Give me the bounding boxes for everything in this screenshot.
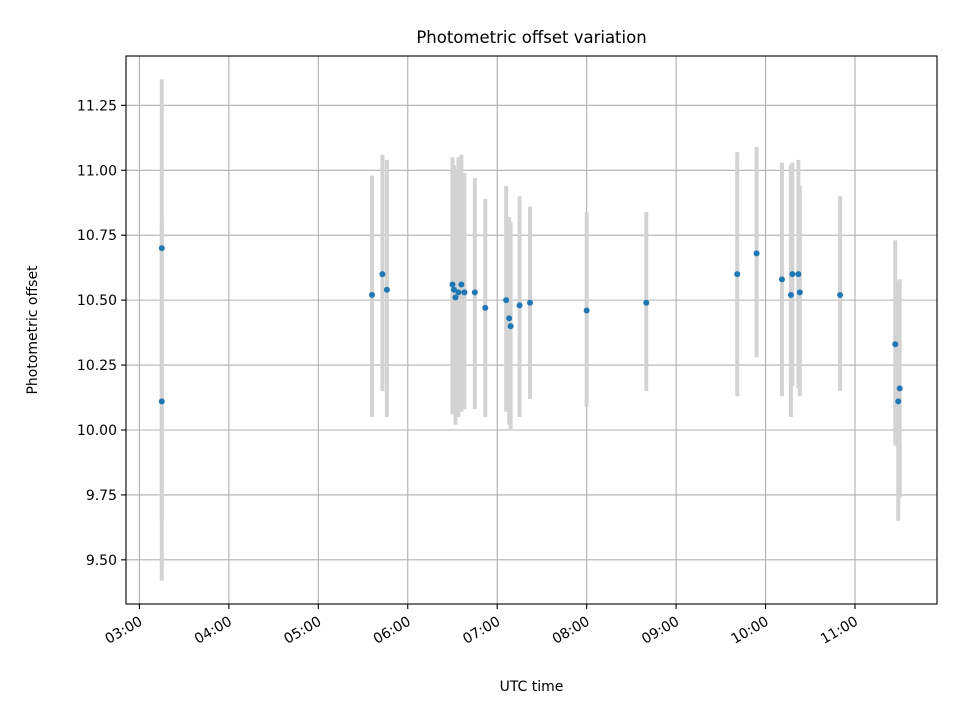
- data-point: [506, 315, 513, 322]
- data-point: [837, 291, 844, 298]
- data-point: [778, 276, 785, 283]
- data-point: [507, 323, 514, 330]
- data-point: [892, 341, 899, 348]
- data-point: [383, 286, 390, 293]
- y-tick-label: 9.50: [86, 553, 117, 569]
- chart-title: Photometric offset variation: [416, 28, 646, 47]
- data-point: [461, 289, 468, 296]
- data-point: [482, 304, 489, 311]
- data-point: [452, 294, 459, 301]
- y-tick-label: 10.00: [77, 423, 117, 439]
- data-point: [896, 385, 903, 392]
- y-tick-label: 10.25: [77, 358, 117, 374]
- data-point: [787, 291, 794, 298]
- data-point: [158, 245, 165, 252]
- data-point: [458, 281, 465, 288]
- data-point: [455, 289, 462, 296]
- y-tick-label: 11.00: [77, 163, 117, 179]
- data-point: [503, 297, 510, 304]
- y-tick-label: 11.25: [77, 98, 117, 114]
- data-point: [753, 250, 760, 257]
- data-point: [789, 271, 796, 278]
- data-point: [895, 398, 902, 405]
- data-point: [795, 271, 802, 278]
- y-tick-label: 10.50: [77, 293, 117, 309]
- data-point: [449, 281, 456, 288]
- data-point: [734, 271, 741, 278]
- y-axis-label: Photometric offset: [25, 265, 41, 395]
- y-tick-label: 10.75: [77, 228, 117, 244]
- data-point: [643, 299, 650, 306]
- y-tick-label: 9.75: [86, 488, 117, 504]
- data-point: [158, 398, 165, 405]
- data-point: [450, 286, 457, 293]
- x-axis-label: UTC time: [500, 679, 564, 695]
- data-point: [379, 271, 386, 278]
- data-point: [527, 299, 534, 306]
- data-point: [368, 291, 375, 298]
- data-point: [583, 307, 590, 314]
- data-point: [796, 289, 803, 296]
- data-point: [471, 289, 478, 296]
- plot-frame: [125, 55, 938, 605]
- point-layer: [158, 245, 903, 405]
- data-point: [516, 302, 523, 309]
